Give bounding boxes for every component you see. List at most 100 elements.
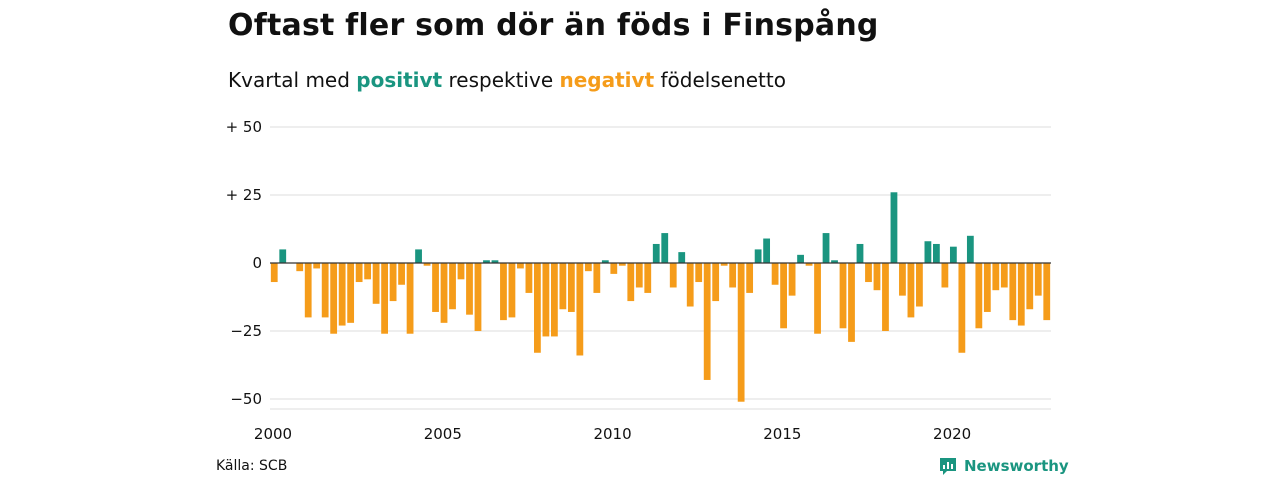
bar	[449, 263, 456, 310]
bar	[1017, 263, 1025, 326]
bar	[975, 263, 983, 329]
bar	[406, 263, 414, 334]
bar	[270, 263, 278, 283]
source-note: Källa: SCB	[216, 458, 288, 474]
bar	[313, 263, 321, 269]
bar	[907, 263, 915, 318]
bar	[661, 233, 669, 263]
bar	[534, 263, 541, 353]
bar	[763, 238, 771, 263]
bar	[1009, 263, 1017, 321]
bar	[831, 260, 838, 263]
bar	[848, 263, 855, 342]
x-tick-label: 2005	[424, 425, 462, 443]
bar	[466, 263, 473, 315]
bar	[618, 263, 626, 266]
x-tick-label: 2020	[933, 425, 971, 443]
bar	[958, 263, 966, 353]
bar	[737, 263, 745, 402]
subtitle-positive: positivt	[356, 68, 443, 92]
bar	[788, 263, 796, 296]
bar	[525, 263, 533, 293]
subtitle-negative: negativt	[559, 68, 655, 92]
bar	[703, 263, 711, 380]
chart-title: Oftast fler som dör än föds i Finspång	[228, 8, 879, 43]
bar	[712, 263, 720, 302]
y-tick-label: −25	[230, 322, 262, 340]
bar	[550, 263, 558, 337]
bar	[381, 263, 388, 334]
bar	[949, 246, 957, 263]
bar	[686, 263, 694, 307]
bar	[457, 263, 465, 280]
gridlines	[270, 126, 1051, 410]
bar	[627, 263, 635, 302]
x-tick-label: 2000	[254, 425, 292, 443]
bar	[483, 260, 490, 263]
bar	[635, 263, 643, 288]
bar	[916, 263, 923, 307]
subtitle-start: Kvartal med	[228, 68, 350, 92]
bar	[839, 263, 847, 329]
bar	[856, 243, 864, 263]
x-tick-label: 2015	[763, 425, 801, 443]
bar	[678, 252, 686, 263]
bar	[754, 249, 762, 263]
bar	[1000, 263, 1008, 288]
bar	[720, 263, 728, 266]
subtitle-end: födelsenetto	[660, 68, 786, 92]
bar	[966, 235, 974, 263]
bar	[432, 263, 439, 312]
bar	[576, 263, 584, 356]
bar	[279, 249, 287, 263]
bar	[797, 254, 804, 263]
bar	[780, 263, 787, 329]
bar	[330, 263, 338, 334]
bar	[542, 263, 550, 337]
bar	[644, 263, 652, 293]
bar	[873, 263, 881, 291]
y-tick-label: −50	[230, 390, 262, 408]
bar	[822, 233, 830, 263]
bar	[814, 263, 821, 334]
bar	[567, 263, 575, 312]
bar	[933, 243, 940, 263]
brand-logo: Newsworthy	[938, 456, 1069, 476]
bar	[440, 263, 448, 323]
bar	[771, 263, 779, 285]
bar	[882, 263, 889, 331]
bar	[941, 263, 949, 288]
bar	[355, 263, 363, 283]
bar	[890, 192, 898, 263]
x-tick-label: 2010	[593, 425, 631, 443]
bar	[992, 263, 1000, 291]
bar	[347, 263, 355, 323]
y-tick-label: + 25	[226, 186, 262, 204]
bar	[500, 263, 507, 321]
bar	[1034, 263, 1042, 296]
bars	[270, 192, 1051, 402]
bar	[423, 263, 431, 266]
bar	[296, 263, 304, 272]
bar	[669, 263, 677, 288]
bar	[398, 263, 405, 285]
bar	[559, 263, 567, 310]
bar	[304, 263, 312, 318]
bar	[983, 263, 991, 312]
newsworthy-logo-icon	[940, 458, 956, 475]
bar	[805, 263, 813, 266]
bar	[474, 263, 482, 331]
bar	[389, 263, 397, 302]
axes: −50 −25 0 + 25 + 50 2000 2005 2010 2015 2020	[226, 118, 1051, 443]
bar	[584, 263, 592, 272]
bar	[338, 263, 346, 326]
bar	[321, 263, 329, 318]
bar	[652, 243, 660, 263]
y-tick-label: + 50	[226, 118, 262, 136]
bar	[865, 263, 872, 283]
chart-subtitle: Kvartal med positivt respektive negativt…	[228, 68, 786, 92]
bar	[610, 263, 618, 274]
bar	[517, 263, 524, 269]
bar	[601, 260, 609, 263]
